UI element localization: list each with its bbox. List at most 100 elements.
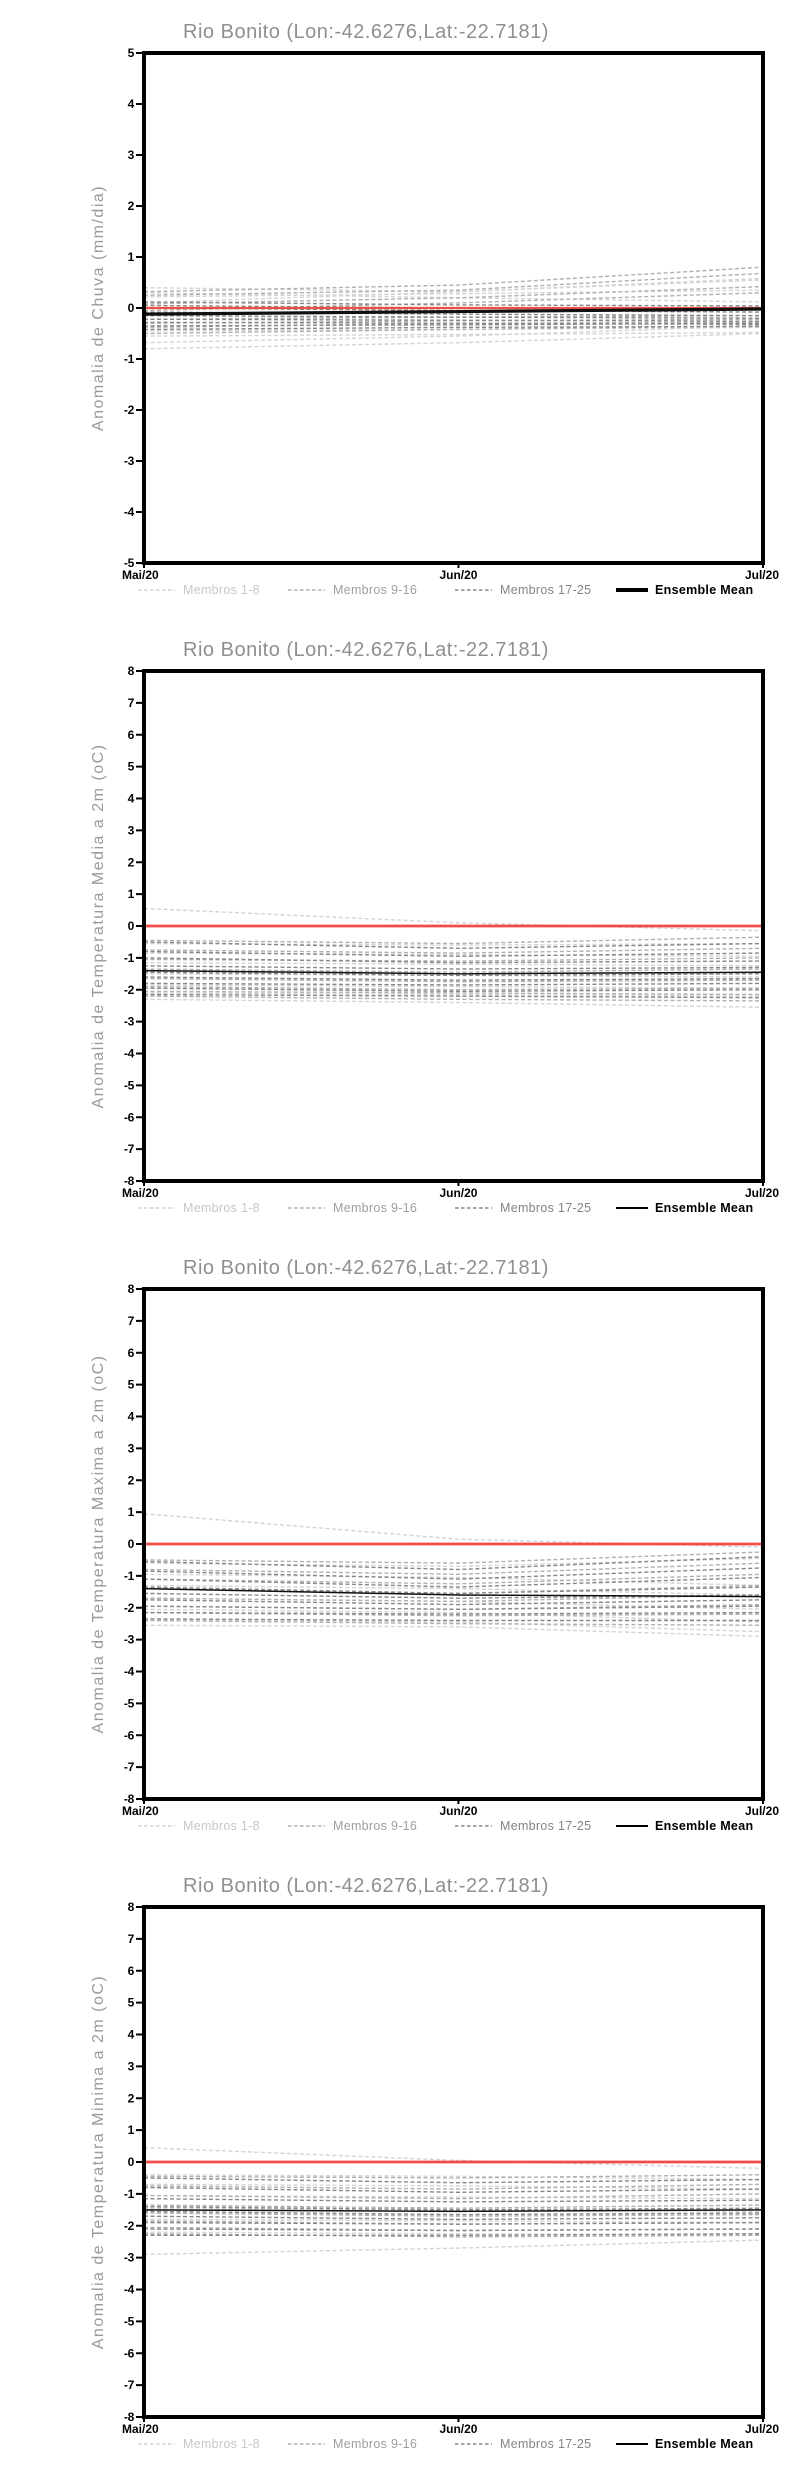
chart-title: Rio Bonito (Lon:-42.6276,Lat:-22.7181) xyxy=(183,21,549,43)
y-tick-label: -1 xyxy=(124,352,135,366)
y-tick-label: 5 xyxy=(128,1378,135,1392)
legend-label-group1: Membros 1-8 xyxy=(183,1201,260,1215)
y-tick-label: 4 xyxy=(128,97,135,111)
member-line-group1 xyxy=(143,289,764,298)
chart-block-3: Rio Bonito (Lon:-42.6276,Lat:-22.7181) An… xyxy=(0,1236,800,1854)
member-line-group2 xyxy=(143,325,764,335)
y-tick-label: 4 xyxy=(128,2028,135,2042)
y-tick-label: 1 xyxy=(128,2123,135,2137)
member-line-group2 xyxy=(143,936,764,945)
chart-block-2: Rio Bonito (Lon:-42.6276,Lat:-22.7181) An… xyxy=(0,618,800,1236)
chart-title: Rio Bonito (Lon:-42.6276,Lat:-22.7181) xyxy=(183,1875,549,1897)
y-tick-label: -2 xyxy=(124,1601,135,1615)
y-tick-label: 8 xyxy=(128,1282,135,1296)
member-line-group1 xyxy=(143,992,764,997)
y-tick-label: 4 xyxy=(128,792,135,806)
plot-border xyxy=(142,51,765,565)
member-line-group3 xyxy=(143,2186,764,2193)
y-tick-label: -8 xyxy=(124,2410,135,2424)
member-line-group3 xyxy=(143,2221,764,2225)
y-tick-label: -6 xyxy=(124,2346,135,2360)
y-tick-label: 5 xyxy=(128,760,135,774)
member-line-group3 xyxy=(143,2205,764,2211)
member-line-group1 xyxy=(143,2146,764,2170)
y-tick-label: -3 xyxy=(124,454,135,468)
y-tick-label: 3 xyxy=(128,2059,135,2073)
member-line-group3 xyxy=(143,1567,764,1580)
y-tick-label: -8 xyxy=(124,1792,135,1806)
plot-canvas: Rio Bonito (Lon:-42.6276,Lat:-22.7181) An… xyxy=(90,1875,779,2451)
member-line-group2 xyxy=(143,1551,764,1564)
y-tick-label: -8 xyxy=(124,1174,135,1188)
member-line-group1 xyxy=(143,2239,764,2256)
y-tick-label: 6 xyxy=(128,1346,135,1360)
member-line-group1 xyxy=(143,1584,764,1596)
ensemble-mean-line xyxy=(143,969,764,975)
member-line-group3 xyxy=(143,982,764,986)
y-tick-label: -6 xyxy=(124,1110,135,1124)
y-tick-label: 4 xyxy=(128,1410,135,1424)
member-line-group1 xyxy=(143,331,764,337)
y-tick-label: 8 xyxy=(128,1900,135,1914)
y-axis-label: Anomalia de Chuva (mm/dia) xyxy=(90,185,107,431)
y-tick-label: -1 xyxy=(124,2187,135,2201)
legend-label-group2: Membros 9-16 xyxy=(333,1201,417,1215)
y-tick-label: 5 xyxy=(128,1996,135,2010)
x-tick-label: Mai/20 xyxy=(122,2422,159,2436)
legend-label-group3: Membros 17-25 xyxy=(500,2437,591,2451)
ensemble-mean-line xyxy=(143,2209,764,2213)
member-line-group1 xyxy=(143,2218,764,2224)
x-tick-label: Jul/20 xyxy=(745,1186,779,1200)
x-tick-label: Jul/20 xyxy=(745,568,779,582)
y-tick-label: 0 xyxy=(128,1537,135,1551)
member-line-group3 xyxy=(143,941,764,950)
y-axis-label: Anomalia de Temperatura Minima a 2m (oC) xyxy=(90,1975,107,2350)
y-tick-label: -5 xyxy=(124,2314,135,2328)
ensemble-mean-line xyxy=(143,307,764,316)
member-line-group1 xyxy=(143,984,764,989)
legend-label-group3: Membros 17-25 xyxy=(500,1819,591,1833)
member-line-group1 xyxy=(143,961,764,967)
legend-label-mean: Ensemble Mean xyxy=(655,1201,753,1215)
member-line-group2 xyxy=(143,285,764,305)
plot-canvas: Rio Bonito (Lon:-42.6276,Lat:-22.7181) An… xyxy=(90,21,779,597)
member-line-group3 xyxy=(143,987,764,993)
member-line-group2 xyxy=(143,272,764,296)
y-tick-label: -2 xyxy=(124,2219,135,2233)
y-tick-label: -4 xyxy=(124,1047,135,1061)
ensemble-mean-line xyxy=(143,1587,764,1598)
y-tick-label: 2 xyxy=(128,2091,135,2105)
plot-canvas: Rio Bonito (Lon:-42.6276,Lat:-22.7181) An… xyxy=(90,639,779,1215)
legend-label-group2: Membros 9-16 xyxy=(333,1819,417,1833)
member-line-group2 xyxy=(143,990,764,996)
member-line-group3 xyxy=(143,1618,763,1622)
member-line-group3 xyxy=(143,1599,764,1606)
member-line-group1 xyxy=(143,1573,764,1587)
y-tick-label: 6 xyxy=(128,1964,135,1978)
member-line-group3 xyxy=(143,318,764,322)
member-line-group3 xyxy=(143,325,764,331)
x-tick-label: Jun/20 xyxy=(439,1804,477,1818)
y-axis-label: Anomalia de Temperatura Maxima a 2m (oC) xyxy=(90,1355,107,1734)
y-tick-label: -7 xyxy=(124,1142,135,1156)
member-line-group2 xyxy=(143,1562,764,1575)
y-tick-label: -3 xyxy=(124,1633,135,1647)
chart-title: Rio Bonito (Lon:-42.6276,Lat:-22.7181) xyxy=(183,1257,549,1279)
legend-label-mean: Ensemble Mean xyxy=(655,2437,753,2451)
member-line-group3 xyxy=(143,322,764,327)
x-tick-label: Mai/20 xyxy=(122,1186,159,1200)
member-line-group3 xyxy=(143,965,764,970)
member-line-group2 xyxy=(143,1573,764,1585)
legend-label-group2: Membros 9-16 xyxy=(333,2437,417,2451)
member-line-group3 xyxy=(143,1576,764,1588)
member-line-group2 xyxy=(143,1594,764,1603)
y-tick-label: 2 xyxy=(128,199,135,213)
y-tick-label: 1 xyxy=(128,250,135,264)
member-line-group2 xyxy=(143,977,764,983)
member-line-group1 xyxy=(143,277,764,304)
y-tick-label: -1 xyxy=(124,1569,135,1583)
member-line-group1 xyxy=(143,1608,764,1623)
y-tick-label: -2 xyxy=(124,403,135,417)
member-line-group2 xyxy=(143,2204,764,2209)
